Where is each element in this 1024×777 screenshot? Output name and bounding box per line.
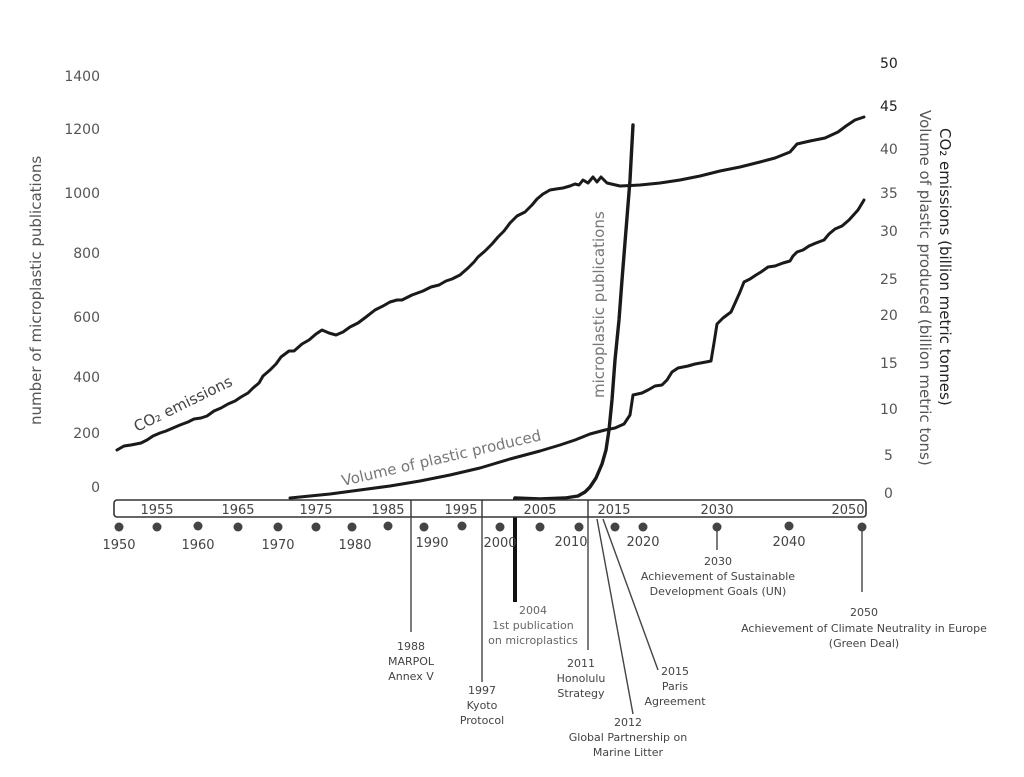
right-tick: 0 xyxy=(884,486,893,502)
right-tick: 15 xyxy=(880,356,898,372)
dot-label: 2010 xyxy=(554,535,587,550)
band-label: 2015 xyxy=(597,503,630,518)
right-tick: 45 xyxy=(880,99,898,115)
band-label: 2005 xyxy=(523,503,556,518)
event-2030-line3: Development Goals (UN) xyxy=(650,585,787,598)
event-2012-line3: Marine Litter xyxy=(593,746,664,759)
event-2015-year: 2015 xyxy=(661,665,689,678)
event-2011-line3: Strategy xyxy=(557,687,605,700)
dot-label: 2000 xyxy=(483,536,516,551)
band-label: 1985 xyxy=(371,503,404,518)
right-tick: 20 xyxy=(880,308,898,324)
band-label: 2050 xyxy=(831,503,864,518)
timeline-band: 1955 1965 1975 1985 1995 2005 2015 2030 … xyxy=(113,499,867,518)
left-axis: 1400 1200 1000 800 600 400 200 0 xyxy=(64,69,100,496)
event-1997-year: 1997 xyxy=(468,684,496,697)
timeline-dots xyxy=(114,521,867,532)
dot-label: 1980 xyxy=(338,538,371,553)
dot-label: 1970 xyxy=(261,538,294,553)
microplastic-publications-line xyxy=(513,123,635,501)
right-tick: 35 xyxy=(880,186,898,202)
left-tick: 400 xyxy=(73,370,100,386)
co2-emissions-line xyxy=(115,115,866,452)
event-leaders xyxy=(410,517,863,715)
left-tick: 1200 xyxy=(64,122,100,138)
right-tick: 25 xyxy=(880,272,898,288)
right-tick: 10 xyxy=(880,402,898,418)
event-1997-line3: Protocol xyxy=(460,714,504,727)
right-axis-title-co2: CO₂ emissions (billion metric tonnes) xyxy=(936,128,954,406)
dot-label: 2040 xyxy=(772,535,805,550)
left-tick: 1400 xyxy=(64,69,100,85)
event-2004-line3: on microplastics xyxy=(488,634,578,647)
event-2004-year: 2004 xyxy=(519,604,547,617)
event-1988-line3: Annex V xyxy=(388,670,434,683)
left-tick: 0 xyxy=(91,480,100,496)
dot-label: 1990 xyxy=(415,536,448,551)
dot-label: 1960 xyxy=(181,538,214,553)
event-2050-line2: Achievement of Climate Neutrality in Eur… xyxy=(741,622,987,635)
event-2030-line2: Achievement of Sustainable xyxy=(641,570,795,583)
event-2050-year: 2050 xyxy=(850,606,878,619)
event-2050-line3: (Green Deal) xyxy=(829,637,899,650)
event-1988-year: 1988 xyxy=(397,640,425,653)
right-axis-title-plastic: Volume of plastic produced (billion metr… xyxy=(916,110,934,466)
co2-emissions-label: CO₂ emissions xyxy=(131,372,236,435)
left-tick: 1000 xyxy=(64,186,100,202)
right-tick: 50 xyxy=(880,56,898,72)
event-2030-year: 2030 xyxy=(704,555,732,568)
left-tick: 200 xyxy=(73,426,100,442)
right-tick: 40 xyxy=(880,142,898,158)
event-2012-line2: Global Partnership on xyxy=(569,731,688,744)
microplastic-publications-label: microplastic publications xyxy=(590,211,608,398)
left-tick: 800 xyxy=(73,246,100,262)
right-tick: 5 xyxy=(884,448,893,464)
event-2012-year: 2012 xyxy=(614,716,642,729)
left-axis-title: number of microplastic publications xyxy=(27,156,45,425)
event-1997-line2: Kyoto xyxy=(467,699,498,712)
event-2011-year: 2011 xyxy=(567,657,595,670)
left-tick: 600 xyxy=(73,310,100,326)
event-2015-line2: Paris xyxy=(662,680,688,693)
plastic-volume-line xyxy=(288,198,866,500)
band-label: 1975 xyxy=(299,503,332,518)
event-2011-line2: Honolulu xyxy=(557,672,606,685)
dot-label: 2020 xyxy=(626,535,659,550)
event-1988-line2: MARPOL xyxy=(388,655,435,668)
band-label: 2030 xyxy=(700,503,733,518)
band-label: 1995 xyxy=(444,503,477,518)
event-2004-line2: 1st publication xyxy=(492,619,573,632)
band-label: 1955 xyxy=(140,503,173,518)
dot-label: 1950 xyxy=(102,538,135,553)
event-2015-line3: Agreement xyxy=(644,695,706,708)
right-tick: 30 xyxy=(880,224,898,240)
right-axis: 50 45 40 35 30 25 20 15 10 5 0 xyxy=(880,56,898,502)
band-label: 1965 xyxy=(221,503,254,518)
